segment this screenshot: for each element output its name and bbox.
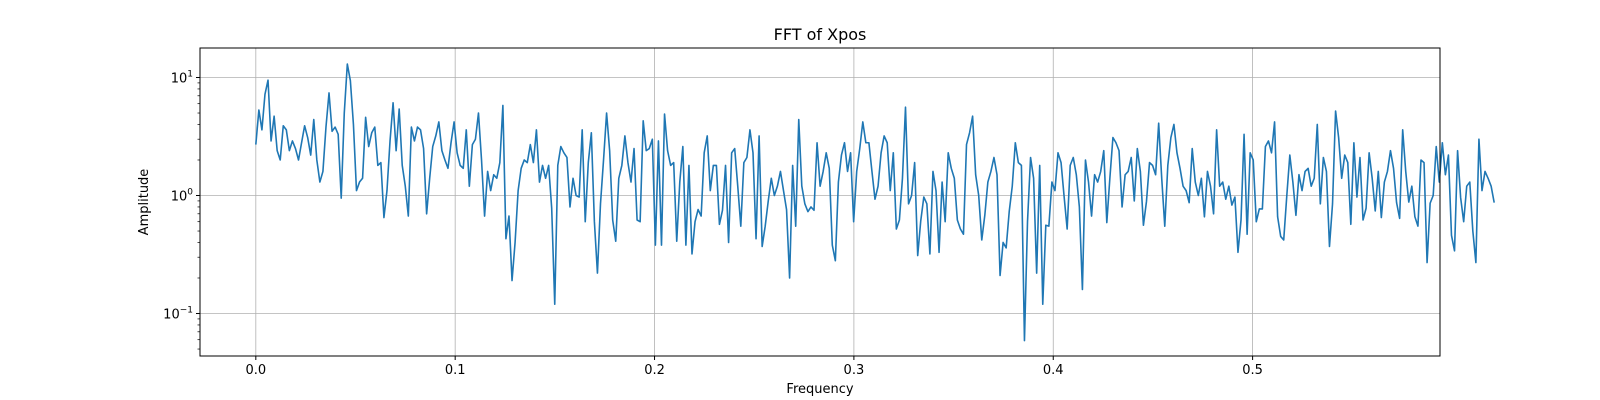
y-tick-label: 100	[171, 188, 194, 205]
grid-lines	[200, 48, 1440, 356]
y-tick-labels: 101 100 10−1	[163, 70, 193, 323]
x-tick-label: 0.4	[1043, 363, 1064, 378]
x-tick-labels: 0.0 0.1 0.2 0.3 0.4 0.5	[245, 363, 1262, 378]
plot-frame	[199, 47, 1441, 357]
x-tick-label: 0.3	[844, 363, 865, 378]
x-tick-label: 0.5	[1242, 363, 1263, 378]
y-axis-label: Amplitude	[137, 169, 152, 236]
x-tick-label: 0.2	[644, 363, 665, 378]
y-tick-label: 10−1	[163, 306, 193, 323]
x-axis-label: Frequency	[786, 382, 853, 397]
x-tick-label: 0.0	[245, 363, 266, 378]
major-ticks	[196, 77, 1254, 360]
series-line-0	[255, 63, 1495, 342]
series-group	[255, 63, 1495, 342]
y-tick-label: 101	[171, 70, 193, 87]
chart-title: FFT of Xpos	[774, 25, 867, 44]
x-tick-label: 0.1	[445, 363, 466, 378]
